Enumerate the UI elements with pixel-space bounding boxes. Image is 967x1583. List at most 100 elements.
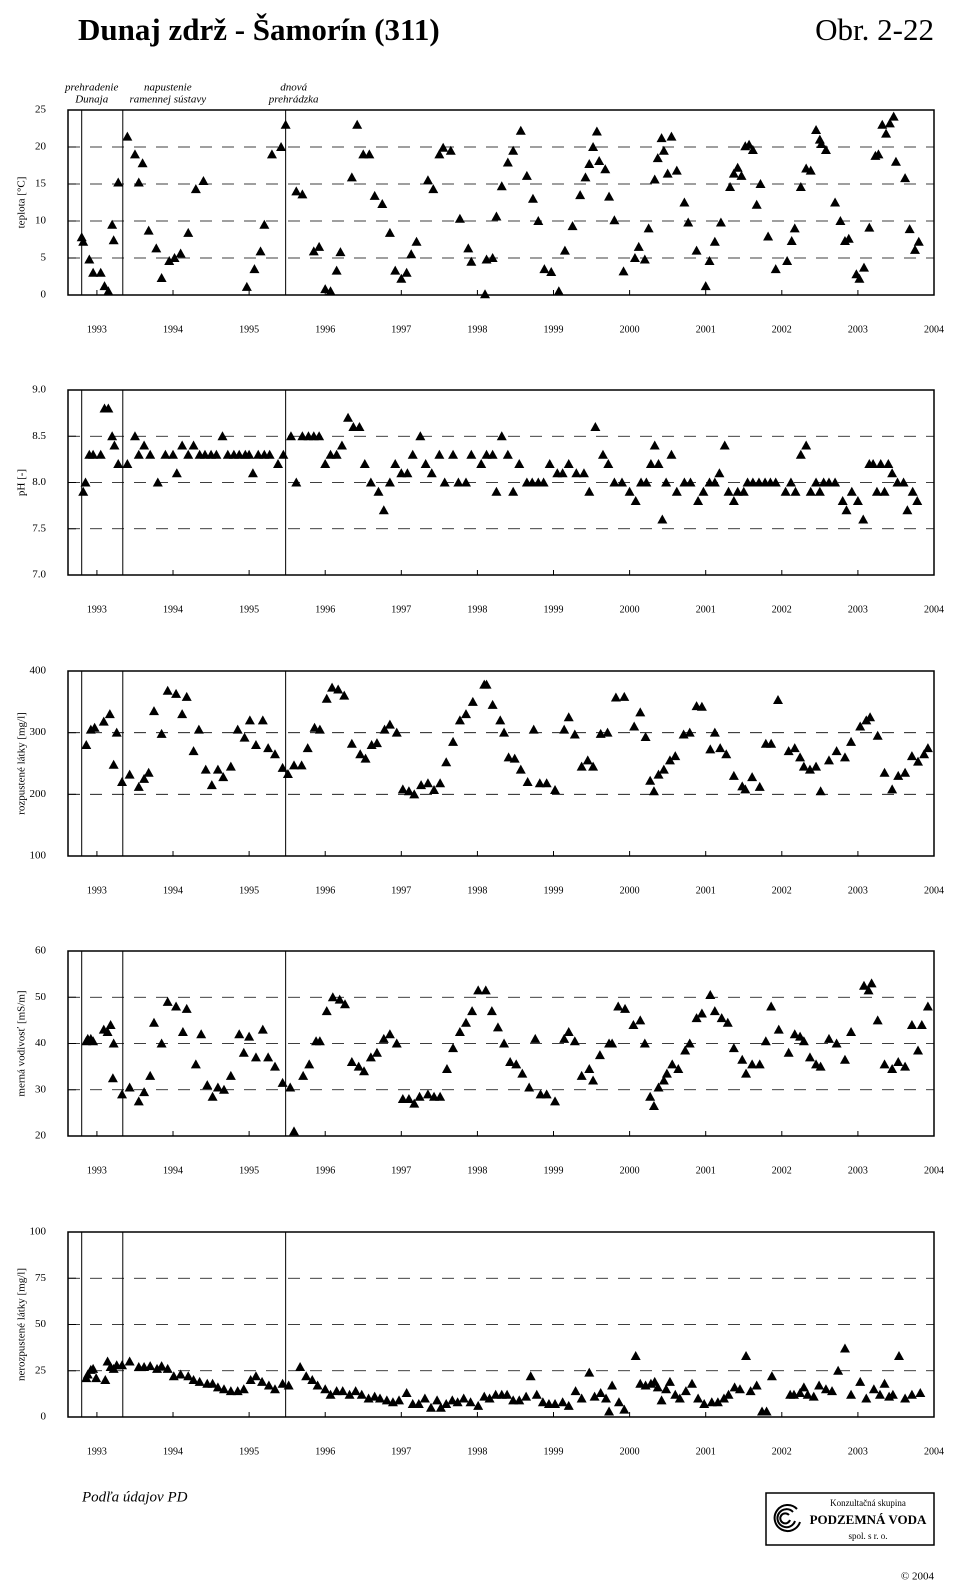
y-tick-label: 7.5 [32, 522, 46, 534]
data-point [480, 289, 491, 299]
data-point [164, 255, 175, 265]
data-point [808, 1391, 819, 1401]
x-tick-label: 2003 [848, 324, 868, 335]
data-point [250, 1052, 261, 1062]
data-point [117, 1360, 128, 1370]
data-point [846, 486, 857, 496]
data-point [435, 778, 446, 788]
plot-frame [67, 670, 935, 857]
data-point [858, 980, 869, 990]
data-point [269, 1384, 280, 1394]
y-tick-label: 100 [30, 1226, 47, 1238]
data-point [263, 1052, 274, 1062]
data-point [837, 496, 848, 505]
data-point [691, 1013, 702, 1023]
data-point [202, 1080, 213, 1090]
data-point [190, 184, 201, 194]
data-point [320, 459, 331, 468]
data-point [648, 1100, 659, 1110]
data-point [479, 1391, 490, 1401]
data-point [247, 468, 258, 478]
data-point [139, 1087, 150, 1097]
data-point [278, 449, 289, 459]
data-point [396, 273, 407, 283]
data-point [339, 690, 350, 700]
data-point [830, 477, 841, 487]
data-point [811, 124, 822, 134]
data-point [476, 459, 487, 468]
data-point [854, 273, 865, 283]
data-point [473, 1400, 484, 1410]
data-point [289, 760, 300, 770]
data-point [99, 281, 110, 291]
data-point [283, 1380, 294, 1390]
data-point [102, 1026, 113, 1036]
data-point [139, 440, 150, 450]
data-point [664, 755, 675, 765]
data-point [269, 1061, 280, 1071]
data-point [390, 459, 401, 468]
x-tick-label: 2004 [924, 1165, 944, 1176]
data-point [563, 1026, 574, 1036]
data-point [732, 162, 743, 172]
data-point [563, 1400, 574, 1410]
data-point [709, 1006, 720, 1016]
data-point [289, 1126, 300, 1136]
data-point [225, 1070, 236, 1080]
data-point [432, 1395, 443, 1405]
data-point [314, 1036, 325, 1046]
data-point [843, 233, 854, 243]
x-tick-label: 2000 [620, 885, 640, 896]
data-point [312, 1380, 323, 1390]
x-tick-label: 1996 [315, 604, 335, 615]
data-point [508, 145, 519, 155]
y-tick-label: 75 [35, 1272, 47, 1284]
data-point [900, 1393, 911, 1403]
x-tick-label: 1996 [315, 324, 335, 335]
data-point [156, 1038, 167, 1048]
data-point [786, 235, 797, 245]
data-point [699, 1399, 710, 1409]
data-point [207, 1378, 218, 1388]
data-point [378, 1033, 389, 1043]
data-point [680, 1045, 691, 1055]
data-point [846, 736, 857, 746]
data-point [652, 153, 663, 163]
data-point [515, 125, 526, 135]
data-point [635, 1378, 646, 1388]
data-point [814, 1380, 825, 1390]
data-point [434, 149, 445, 159]
x-tick-label: 1995 [239, 885, 259, 896]
data-point [448, 736, 459, 746]
data-point [350, 1386, 361, 1396]
data-point [584, 159, 595, 169]
panel: 7.0 7.5 8.0 8.5 9.0 1993 1994 1995 1996 1997 1998 1… [16, 384, 944, 616]
data-point [898, 477, 909, 487]
data-point [353, 1061, 364, 1071]
data-point [109, 440, 120, 450]
data-point [550, 1399, 561, 1409]
data-point [244, 1031, 255, 1041]
data-point [169, 253, 180, 262]
data-point [515, 764, 526, 774]
data-point [160, 449, 171, 459]
data-point [447, 1395, 458, 1405]
data-point [438, 142, 449, 152]
data-point [206, 780, 217, 790]
data-point [193, 724, 204, 734]
data-point [379, 724, 390, 734]
data-point [117, 777, 128, 786]
data-point [804, 1052, 815, 1062]
data-point [863, 985, 874, 995]
data-point [171, 688, 182, 698]
data-point [181, 1003, 192, 1013]
y-axis-title: nerozpustené látky [mg/l] [16, 1268, 28, 1381]
data-point [890, 156, 901, 166]
data-point [874, 1389, 885, 1399]
data-point [377, 198, 388, 208]
data-point [900, 767, 911, 777]
data-point [729, 1382, 740, 1392]
data-point [601, 1393, 612, 1403]
data-point [495, 715, 506, 725]
data-point [369, 190, 380, 200]
